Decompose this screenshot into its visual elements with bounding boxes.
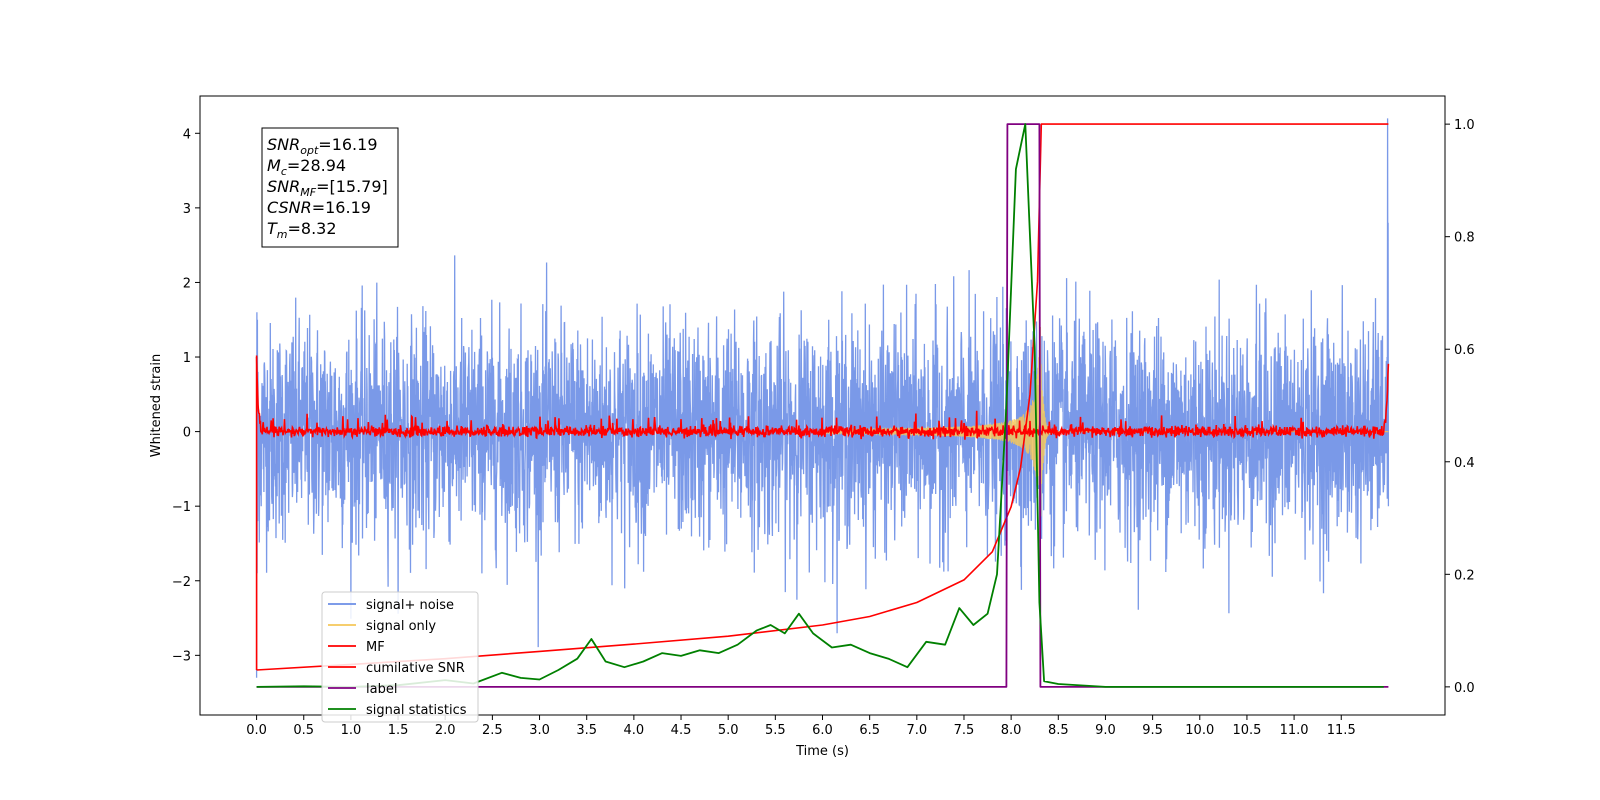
legend-label: label (366, 682, 397, 697)
annotation-line: CSNR=16.19 (267, 198, 371, 217)
legend-item: MF (328, 640, 385, 655)
x-tick-label: 11.5 (1327, 723, 1356, 738)
legend-label: signal statistics (366, 703, 467, 718)
annotation-line: SNRMF=[15.79] (267, 177, 388, 199)
x-tick-label: 9.5 (1142, 723, 1163, 738)
x-tick-label: 2.0 (435, 723, 456, 738)
y2-tick-label: 0.8 (1454, 231, 1475, 246)
x-tick-label: 10.0 (1185, 723, 1214, 738)
x-tick-label: 7.0 (906, 723, 927, 738)
y-axis-label: Whitened strain (149, 354, 164, 457)
annotation-line: Mc=28.94 (267, 156, 346, 178)
x-tick-label: 11.0 (1280, 723, 1309, 738)
x-tick-label: 1.0 (341, 723, 362, 738)
annotation-line: Tm=8.32 (267, 219, 337, 241)
y2-tick-label: 0.6 (1454, 343, 1475, 358)
series-signal-statistics (256, 123, 1384, 688)
x-tick-label: 10.5 (1232, 723, 1261, 738)
y-tick-label: −3 (172, 649, 191, 664)
plot-area (255, 118, 1390, 688)
legend-label: cumilative SNR (366, 661, 465, 676)
x-tick-label: 7.5 (954, 723, 975, 738)
y-tick-label: 0 (183, 426, 191, 441)
x-tick-label: 3.5 (576, 723, 597, 738)
y2-tick-label: 0.0 (1454, 681, 1475, 696)
series-mf (255, 355, 1390, 440)
x-tick-label: 0.0 (246, 723, 267, 738)
x-tick-label: 8.0 (1001, 723, 1022, 738)
x-tick-label: 9.0 (1095, 723, 1116, 738)
y-tick-label: −2 (172, 575, 191, 590)
y2-tick-label: 0.4 (1454, 456, 1475, 471)
x-tick-label: 6.5 (859, 723, 880, 738)
legend-label: signal+ noise (366, 598, 454, 613)
annotation-box: SNRopt=16.19Mc=28.94SNRMF=[15.79]CSNR=16… (261, 127, 399, 248)
y-tick-label: 2 (183, 276, 191, 291)
legend-item: cumilative SNR (328, 661, 465, 676)
x-tick-label: 6.0 (812, 723, 833, 738)
y-tick-label: 3 (183, 202, 191, 217)
x-axis-label: Time (s) (795, 744, 849, 759)
annotation-line: SNRopt=16.19 (267, 135, 378, 157)
x-tick-label: 3.0 (529, 723, 550, 738)
x-tick-label: 5.5 (765, 723, 786, 738)
x-tick-label: 1.5 (388, 723, 409, 738)
y2-tick-label: 0.2 (1454, 568, 1475, 583)
legend-label: MF (366, 640, 385, 655)
y-tick-label: 4 (183, 127, 191, 142)
x-tick-label: 8.5 (1048, 723, 1069, 738)
legend-item: signal statistics (328, 703, 467, 718)
y-tick-label: −1 (172, 500, 191, 515)
legend-item: label (328, 682, 397, 697)
x-tick-label: 0.5 (293, 723, 314, 738)
legend-item: signal only (328, 619, 436, 634)
legend-label: signal only (366, 619, 436, 634)
legend-item: signal+ noise (328, 598, 454, 613)
y2-tick-label: 1.0 (1454, 118, 1475, 133)
x-tick-label: 4.5 (671, 723, 692, 738)
y-tick-label: 1 (183, 351, 191, 366)
x-tick-label: 2.5 (482, 723, 503, 738)
legend: signal+ noise signal only MF cumilative SNR… (321, 591, 479, 723)
x-tick-label: 5.0 (718, 723, 739, 738)
series-cumulative-snr (256, 123, 1389, 671)
x-tick-label: 4.0 (624, 723, 645, 738)
